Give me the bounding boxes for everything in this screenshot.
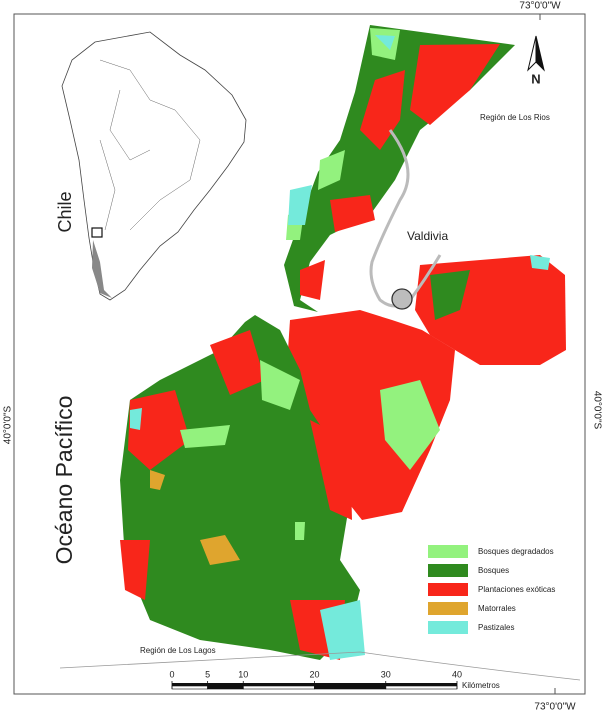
land-cover	[59, 25, 581, 681]
legend-swatch	[428, 564, 468, 577]
grassland	[130, 408, 365, 660]
scale-tick-label: 30	[381, 669, 391, 679]
forest	[120, 315, 360, 660]
scale-segment	[171, 685, 208, 690]
scale-segment	[314, 685, 387, 690]
legend-swatch	[428, 545, 468, 558]
scale-tick-label: 0	[169, 669, 174, 679]
scale-tick-label: 40	[452, 669, 462, 679]
degraded-forest	[380, 380, 440, 470]
legend-swatch	[428, 621, 468, 634]
legend-label: Plantaciones exóticas	[478, 585, 555, 594]
legend-label: Bosques	[478, 566, 509, 575]
scale-segment	[243, 683, 315, 686]
legend-swatch	[428, 602, 468, 615]
graticule-label: 40°0'0"S	[591, 391, 602, 430]
scale-tick-label: 20	[309, 669, 319, 679]
shrubland	[150, 470, 240, 565]
scale-segment	[242, 685, 315, 690]
city-label: Valdivia	[407, 229, 448, 243]
scale-segment	[207, 685, 244, 690]
arrow-right	[535, 35, 545, 72]
graticule-label: 73°0'0"W	[534, 702, 576, 713]
grassland	[288, 35, 395, 225]
legend-swatch	[428, 583, 468, 596]
graticule-label: 73°0'0"W	[519, 1, 561, 12]
degraded-forest	[180, 360, 305, 540]
scale-segment	[207, 683, 244, 686]
legend-label: Pastizales	[478, 623, 514, 632]
legend-label: Matorrales	[478, 604, 516, 613]
scale-unit: Kilómetros	[462, 681, 500, 690]
scale-segment	[314, 683, 386, 686]
chile-south	[92, 240, 112, 298]
forest	[430, 270, 470, 320]
legend: Bosques degradados Bosques Plantaciones ex…	[428, 545, 555, 634]
north-label: N	[531, 71, 540, 86]
continent-outline	[61, 31, 247, 301]
graticule-label: 40°0'0"S	[3, 405, 14, 444]
region-boundary	[59, 651, 581, 681]
scale-tick-label: 5	[205, 669, 210, 679]
region-label: Región de Los Rios	[480, 113, 550, 122]
ocean-label: Océano Pacífico	[51, 396, 77, 565]
scale-segment	[172, 683, 208, 686]
legend-label: Bosques degradados	[478, 547, 554, 556]
north-arrow: N	[527, 35, 545, 86]
plantation	[120, 330, 352, 660]
city-marker	[391, 288, 413, 310]
borders	[99, 59, 201, 231]
country-label: Chile	[55, 191, 75, 232]
plantation	[300, 44, 500, 300]
inset-map	[61, 31, 247, 301]
study-area-box	[91, 227, 103, 238]
scale-tick-label: 10	[238, 669, 248, 679]
grassland	[530, 255, 550, 270]
region-label: Región de Los Lagos	[140, 646, 216, 655]
scale-segment	[385, 685, 458, 690]
scale-segment	[385, 683, 457, 686]
